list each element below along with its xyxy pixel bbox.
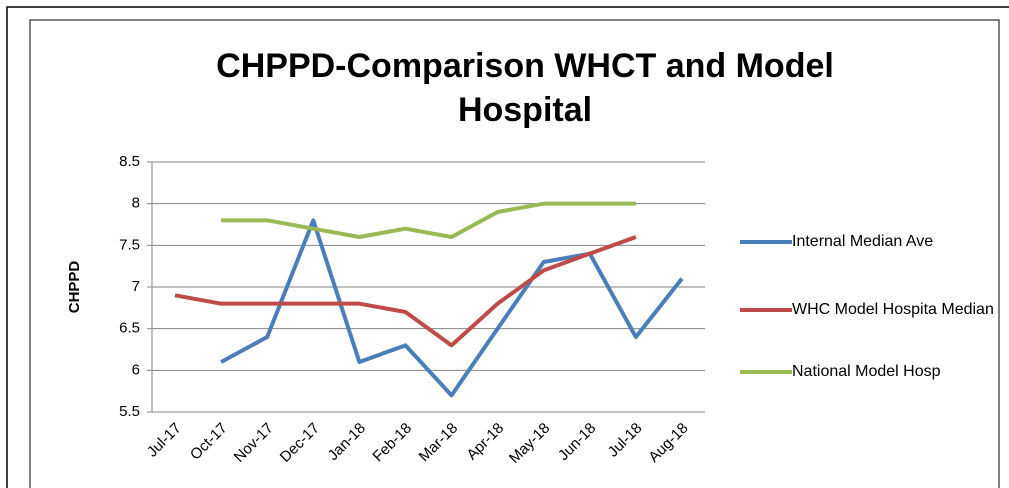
x-tick-label: Mar-18 (416, 420, 462, 466)
y-tick-label: 8 (132, 195, 140, 212)
legend-label: Internal Median Ave (792, 233, 934, 250)
y-tick-label: 7.5 (119, 236, 140, 253)
x-tick-label: Jan-18 (325, 420, 369, 464)
x-tick-label: Jun-18 (555, 420, 599, 464)
legend-label: WHC Model Hospita Median (792, 301, 994, 318)
y-tick-label: 6 (132, 361, 140, 378)
y-tick-label: 7 (132, 278, 140, 295)
x-tick-label: Nov-17 (231, 420, 277, 466)
chart-frame (29, 19, 1000, 488)
legend-swatch (740, 240, 792, 244)
series-line (174, 235, 637, 348)
legend-item: National Model Hosp (740, 362, 1009, 382)
legend-swatch (740, 308, 792, 312)
series-line (221, 201, 636, 239)
x-tick-label: Jul-18 (605, 420, 646, 461)
series-line (220, 218, 684, 398)
y-tick-label: 8.5 (119, 153, 140, 170)
y-axis-label: CHPPD (66, 261, 83, 314)
x-tick-label: Jul-17 (144, 420, 185, 461)
legend-swatch (740, 370, 792, 374)
x-tick-label: Oct-17 (187, 420, 231, 464)
x-tick-label: Apr-18 (463, 420, 507, 464)
y-tick-label: 5.5 (119, 403, 140, 420)
outer-frame (6, 6, 1009, 488)
y-tick-label: 6.5 (119, 320, 140, 337)
x-tick-label: Dec-17 (277, 420, 323, 466)
legend-label: National Model Hosp (792, 363, 941, 380)
chart-title: CHPPD-Comparison WHCT and Model Hospital (216, 47, 834, 129)
x-tick-label: Feb-18 (369, 420, 415, 466)
x-tick-label: Aug-18 (645, 420, 691, 466)
legend-item: Internal Median Ave (740, 232, 1009, 252)
x-tick-label: May-18 (506, 420, 553, 467)
legend-item: WHC Model Hospita Median (740, 300, 1009, 320)
